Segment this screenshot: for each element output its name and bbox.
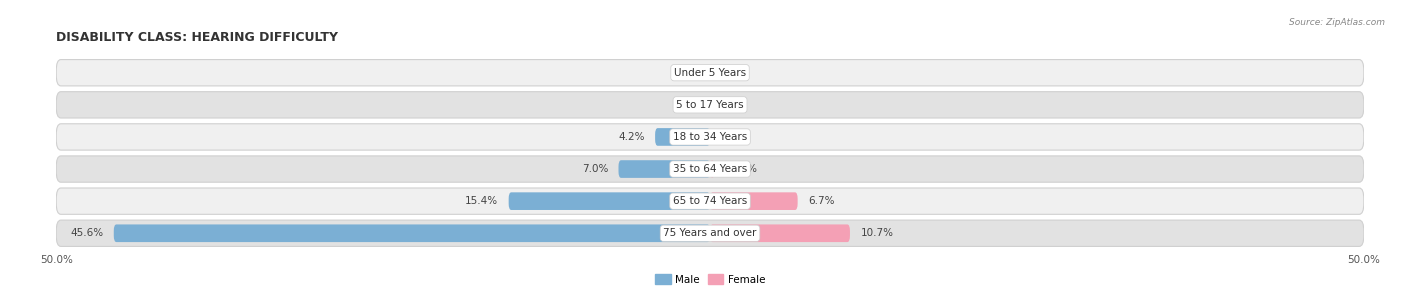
Text: 0.0%: 0.0%: [673, 68, 700, 78]
FancyBboxPatch shape: [56, 124, 1364, 150]
Text: 4.2%: 4.2%: [619, 132, 644, 142]
Text: 15.4%: 15.4%: [465, 196, 498, 206]
FancyBboxPatch shape: [509, 192, 710, 210]
Text: 75 Years and over: 75 Years and over: [664, 228, 756, 238]
FancyBboxPatch shape: [710, 224, 851, 242]
Text: Under 5 Years: Under 5 Years: [673, 68, 747, 78]
FancyBboxPatch shape: [655, 128, 710, 146]
FancyBboxPatch shape: [56, 156, 1364, 182]
Text: Source: ZipAtlas.com: Source: ZipAtlas.com: [1289, 18, 1385, 27]
Text: 10.7%: 10.7%: [860, 228, 893, 238]
FancyBboxPatch shape: [56, 92, 1364, 118]
Text: 0.0%: 0.0%: [673, 100, 700, 110]
Text: 0.0%: 0.0%: [720, 100, 747, 110]
Text: 0.0%: 0.0%: [720, 68, 747, 78]
Text: 5 to 17 Years: 5 to 17 Years: [676, 100, 744, 110]
FancyBboxPatch shape: [114, 224, 710, 242]
Text: 45.6%: 45.6%: [70, 228, 103, 238]
FancyBboxPatch shape: [56, 188, 1364, 214]
Legend: Male, Female: Male, Female: [651, 270, 769, 289]
FancyBboxPatch shape: [710, 192, 797, 210]
Text: 7.0%: 7.0%: [582, 164, 607, 174]
FancyBboxPatch shape: [56, 220, 1364, 246]
Text: 18 to 34 Years: 18 to 34 Years: [673, 132, 747, 142]
Text: 6.7%: 6.7%: [808, 196, 835, 206]
Text: 35 to 64 Years: 35 to 64 Years: [673, 164, 747, 174]
FancyBboxPatch shape: [619, 160, 710, 178]
Text: 0.33%: 0.33%: [725, 164, 758, 174]
Text: 65 to 74 Years: 65 to 74 Years: [673, 196, 747, 206]
FancyBboxPatch shape: [710, 160, 714, 178]
FancyBboxPatch shape: [56, 60, 1364, 86]
Text: DISABILITY CLASS: HEARING DIFFICULTY: DISABILITY CLASS: HEARING DIFFICULTY: [56, 31, 339, 44]
Text: 0.0%: 0.0%: [720, 132, 747, 142]
